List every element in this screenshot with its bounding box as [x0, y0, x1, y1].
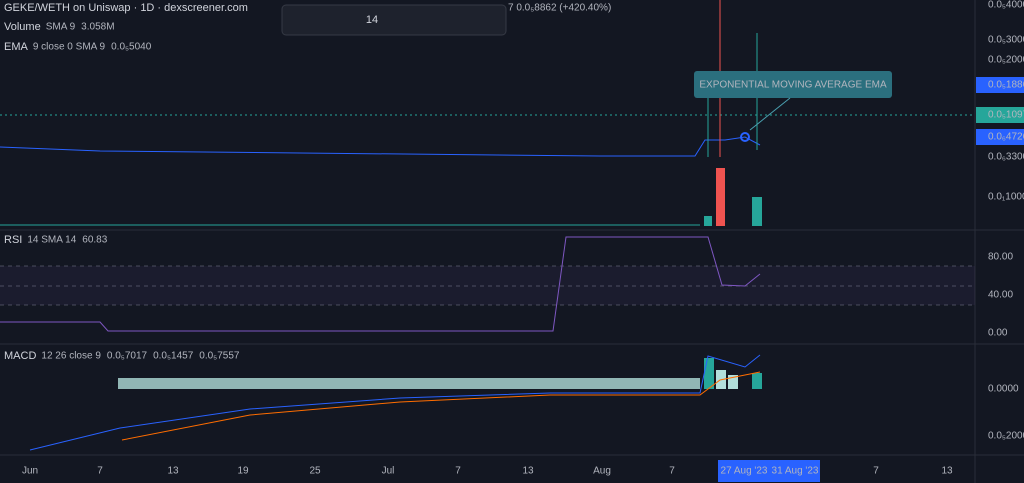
indicator-name: MACD [4, 350, 36, 362]
time-label: 7 [97, 466, 103, 477]
price-badge [976, 77, 1024, 93]
volume-bar [704, 216, 712, 226]
rsi-label: 0.00 [988, 328, 1008, 339]
price-badge-label: 0.0₅1097 [988, 110, 1024, 121]
time-label: 27 Aug '23 [721, 466, 768, 477]
macd-histogram [118, 378, 700, 389]
time-label: 19 [237, 466, 249, 477]
price-change: 7 0.0₅8862 (+420.40%) [508, 3, 611, 14]
signal-line [121, 371, 761, 441]
macd-histogram [752, 373, 762, 389]
macd-line [29, 354, 761, 451]
volume-bar [752, 197, 762, 226]
rsi-label: 80.00 [988, 252, 1013, 263]
time-label: 13 [167, 466, 179, 477]
time-label: 7 [873, 466, 879, 477]
time-label: 13 [941, 466, 953, 477]
indicator-params: SMA 9 [46, 22, 76, 33]
macd-label: 0.0000 [988, 384, 1019, 395]
indicator-params: 14 SMA 14 [27, 235, 76, 246]
pair-title: GEKE/WETH on Uniswap · 1D · dexscreener.… [4, 2, 248, 14]
rsi-line [0, 236, 761, 332]
time-highlight [718, 460, 820, 482]
rsi-fill [0, 266, 975, 305]
volume-bar [716, 168, 725, 226]
price-badge [976, 129, 1024, 145]
indicator-params: 12 26 close 9 [41, 351, 101, 362]
volume-label: 0.0₁1000 [988, 192, 1024, 203]
indicator-value: 0.0₅7017 [107, 351, 148, 362]
anchor[interactable] [740, 132, 750, 142]
indicator-name: EMA [4, 41, 29, 53]
price-badge-label: 0.0₆4726 [988, 132, 1024, 143]
indicator-name: Volume [4, 21, 41, 33]
indicator-value: 0.0₅5040 [111, 42, 152, 53]
time-label: 25 [309, 466, 321, 477]
time-label: 31 Aug '23 [772, 466, 819, 477]
indicator-params: 9 close 0 SMA 9 [33, 42, 106, 53]
time-label: Jul [382, 466, 395, 477]
indicator-value: 3.058M [81, 22, 114, 33]
annotation-pointer [749, 97, 791, 131]
indicator-value: 60.83 [82, 235, 107, 246]
time-label: Aug [593, 466, 611, 477]
price-badge-label: 0.0₅1886 [988, 80, 1024, 91]
time-label: Jun [22, 466, 38, 477]
time-label: 13 [522, 466, 534, 477]
rsi-bands [0, 265, 975, 306]
indicator-value: 0.0₅7557 [199, 351, 240, 362]
toolbar-size: 14 [366, 14, 378, 26]
ema-line [0, 136, 761, 157]
indicator-name: RSI [4, 234, 22, 246]
rsi-label: 40.00 [988, 290, 1013, 301]
drawing-toolbar[interactable] [281, 4, 507, 36]
indicator-value: 0.0₅1457 [153, 351, 194, 362]
annotation-box [694, 71, 892, 98]
volume-base [0, 224, 700, 226]
macd-histogram [704, 358, 714, 389]
time-label: 7 [669, 466, 675, 477]
time-label: 7 [455, 466, 461, 477]
price-badge [976, 107, 1024, 123]
annotation-text: EXPONENTIAL MOVING AVERAGE EMA [699, 80, 887, 91]
macd-histogram [728, 375, 738, 389]
